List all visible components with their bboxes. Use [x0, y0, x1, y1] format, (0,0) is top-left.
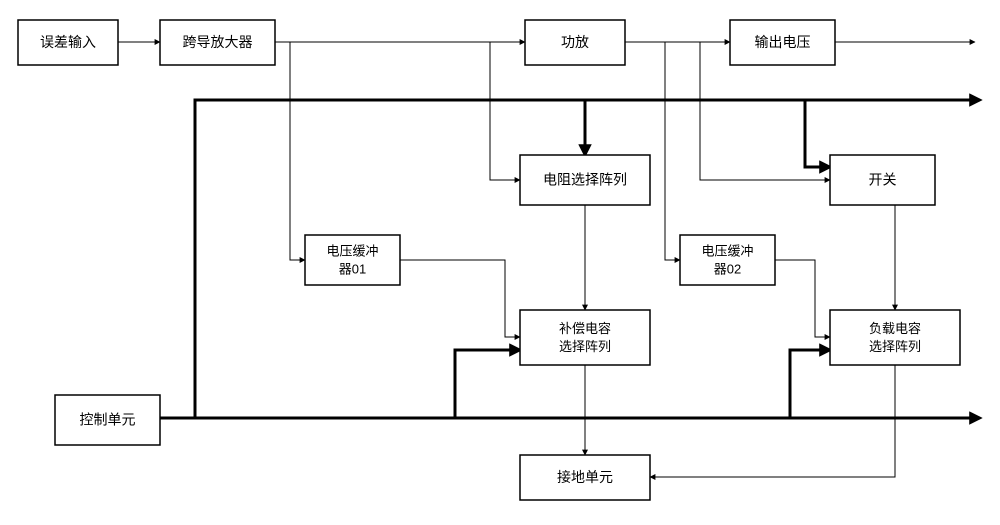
node-label2-vb02: 器02: [714, 261, 741, 276]
node-label-ota: 跨导放大器: [183, 34, 253, 50]
edge-pa_vout_mid2-vb02: [665, 42, 680, 260]
node-cl_sel: 负载电容选择阵列: [830, 310, 960, 365]
node-label2-vb01: 器01: [339, 261, 366, 276]
node-ota: 跨导放大器: [160, 20, 275, 65]
node-r_sel: 电阻选择阵列: [520, 155, 650, 205]
node-label2-cl_sel: 选择阵列: [869, 339, 921, 354]
node-cc_sel: 补偿电容选择阵列: [520, 310, 650, 365]
thin-edges-layer: [118, 42, 975, 477]
node-err_in: 误差输入: [18, 20, 118, 65]
edge-bus_bot-cc_sel_bot: [455, 350, 520, 418]
node-label-pa: 功放: [561, 34, 589, 50]
edge-ota_pa_mid2-vb01: [290, 42, 305, 260]
node-label1-vb01: 电压缓冲: [326, 243, 378, 258]
node-label1-vb02: 电压缓冲: [701, 243, 753, 258]
edge-bus_bot-cl_sel_bot: [790, 350, 830, 418]
node-gnd: 接地单元: [520, 455, 650, 500]
node-label-vout: 输出电压: [755, 34, 811, 50]
node-vb02: 电压缓冲器02: [680, 235, 775, 285]
edge-vb02-cl_sel: [775, 260, 830, 337]
node-label-ctrl: 控制单元: [80, 412, 136, 428]
edge-ota_pa_mid-r_sel_in: [490, 42, 520, 180]
node-label-err_in: 误差输入: [40, 34, 96, 50]
node-label-r_sel: 电阻选择阵列: [543, 172, 627, 188]
node-vout: 输出电压: [730, 20, 835, 65]
node-vb01: 电压缓冲器01: [305, 235, 400, 285]
edge-cl_sel-gnd: [650, 365, 895, 477]
node-label-switch: 开关: [869, 172, 897, 188]
node-ctrl: 控制单元: [55, 395, 160, 445]
node-pa: 功放: [525, 20, 625, 65]
node-label-gnd: 接地单元: [557, 469, 613, 485]
node-label2-cc_sel: 选择阵列: [559, 339, 611, 354]
edge-vb01-cc_sel: [400, 260, 520, 337]
node-label1-cl_sel: 负载电容: [869, 321, 921, 336]
block-diagram: 误差输入跨导放大器功放输出电压开关电阻选择阵列电压缓冲器01电压缓冲器02补偿电…: [0, 0, 1000, 525]
node-label1-cc_sel: 补偿电容: [559, 321, 611, 336]
edge-bus_top-switch_top: [805, 100, 830, 167]
thick-edges-layer: [160, 100, 980, 418]
node-switch: 开关: [830, 155, 935, 205]
